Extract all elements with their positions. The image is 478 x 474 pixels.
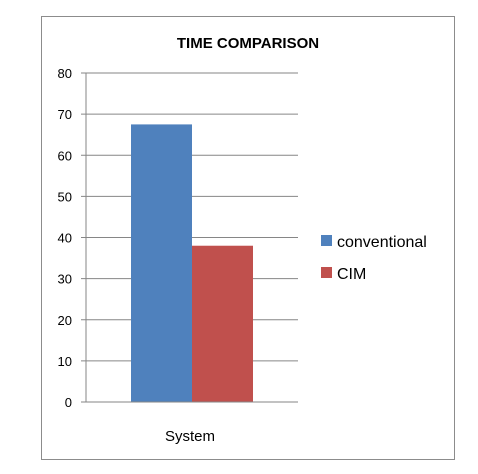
legend: conventional CIM (321, 234, 427, 283)
y-tick-label: 70 (58, 107, 72, 122)
chart-title: TIME COMPARISON (177, 35, 319, 52)
y-tick-label: 40 (58, 231, 72, 246)
y-tick-label: 80 (58, 66, 72, 81)
y-tick-label: 10 (58, 354, 72, 369)
y-axis-ticks: 0 10 20 30 40 50 60 70 80 (58, 66, 86, 410)
y-tick-label: 50 (58, 189, 72, 204)
legend-label-conventional: conventional (337, 234, 427, 251)
x-axis-categories: System (165, 428, 215, 445)
bars (131, 124, 253, 402)
legend-swatch-cim (321, 267, 332, 278)
bar-conventional (131, 124, 192, 402)
y-tick-label: 60 (58, 148, 72, 163)
y-tick-label: 0 (65, 395, 72, 410)
legend-label-cim: CIM (337, 266, 366, 283)
bar-cim (192, 245, 253, 402)
legend-swatch-conventional (321, 235, 332, 246)
x-category-label: System (165, 428, 215, 445)
y-tick-label: 30 (58, 272, 72, 287)
y-tick-label: 20 (58, 313, 72, 328)
